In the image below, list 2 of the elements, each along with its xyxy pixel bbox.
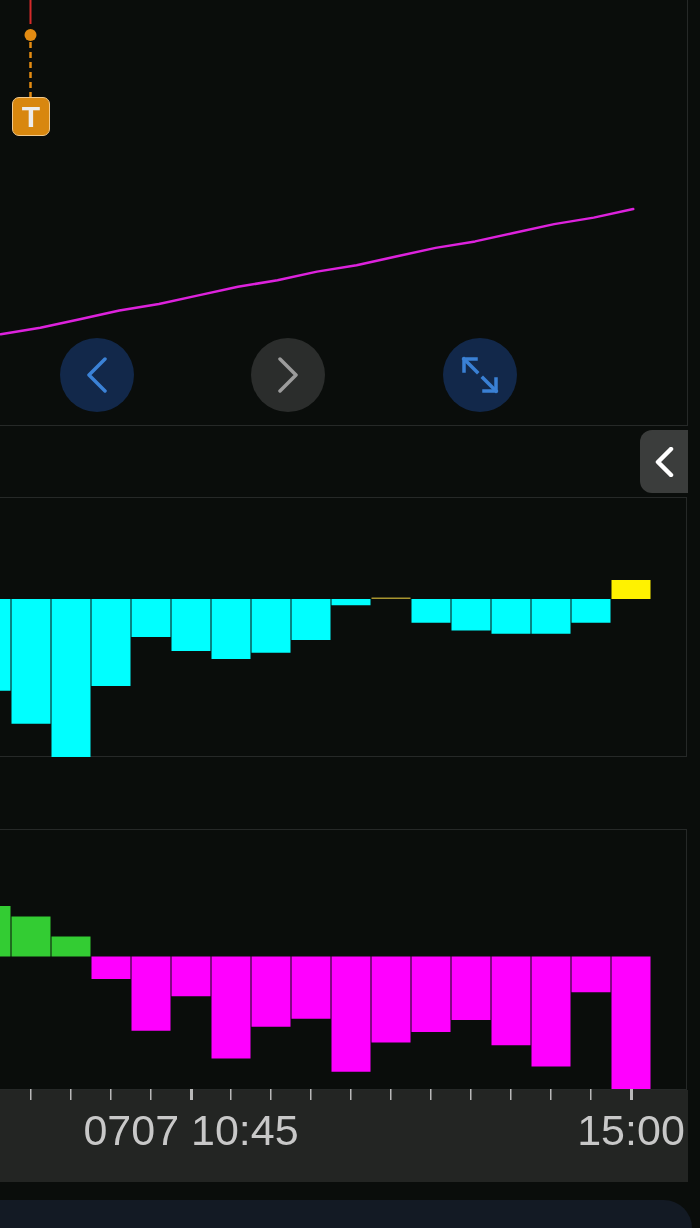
x-tick-label: 15:00 (577, 1105, 685, 1154)
x-tick-label: 0707 10:45 (83, 1105, 299, 1154)
